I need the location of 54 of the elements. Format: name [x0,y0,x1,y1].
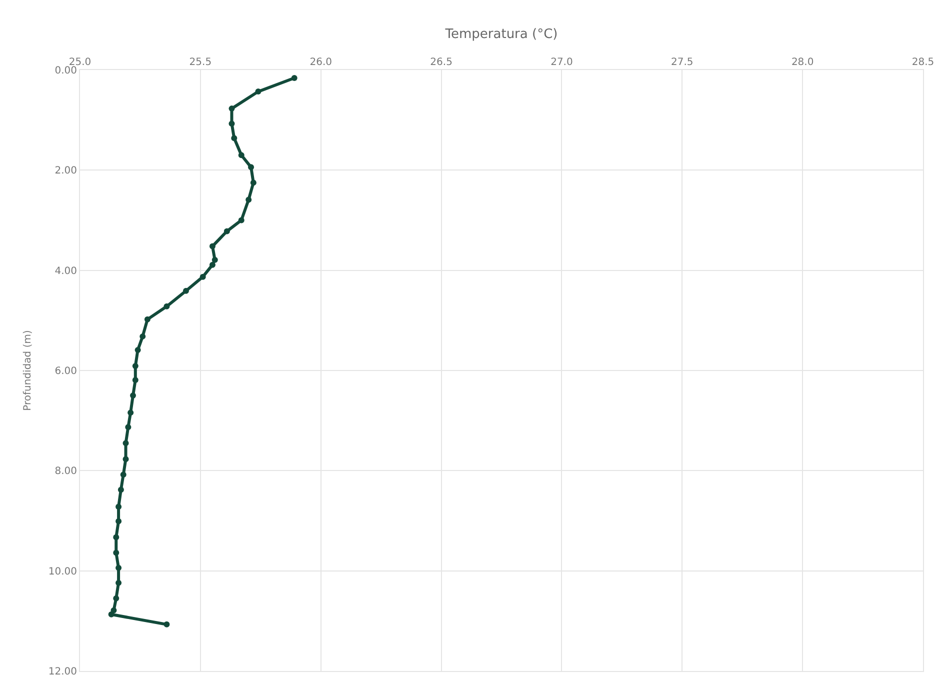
point [246,196,252,203]
y-tick-label: 8.00 [54,466,77,478]
y-tick-label: 10.00 [48,566,77,578]
y-tick-label: 2.00 [54,166,77,177]
x-tick-label: 27.0 [550,57,573,68]
x-tick-label: 28.0 [791,57,814,68]
point [238,152,244,158]
x-tick-label: 26.5 [430,57,452,68]
point [132,377,138,384]
point [255,88,262,95]
point [130,392,136,399]
point [250,180,256,186]
point [116,580,122,586]
point [291,75,298,82]
x-tick-label: 27.5 [671,57,694,68]
y-tick-label: 12.00 [48,666,77,678]
point [128,410,134,416]
point [212,256,218,263]
x-tick-label: 26.0 [310,57,332,68]
point [231,135,238,142]
point [134,346,141,353]
point [122,456,129,462]
point [113,550,120,556]
point [132,362,138,369]
point [120,472,126,478]
y-tick-label: 6.00 [54,366,77,377]
x-axis-title: Temperatura (°C) [444,26,558,42]
x-tick-label: 28.5 [912,57,934,68]
point [122,440,129,446]
x-tick-label: 25.5 [189,57,212,68]
point [113,534,120,540]
point [182,288,189,294]
y-tick-label: 0.00 [54,66,77,76]
point [209,243,216,250]
point [116,518,122,524]
point [164,621,170,628]
point [140,333,146,340]
point [116,564,122,571]
point [164,303,170,310]
point [113,595,120,602]
point [200,274,206,280]
point [116,504,122,510]
y-axis-title: Profundidad (m) [22,330,34,411]
point [209,262,216,268]
point [228,106,235,112]
point [108,611,114,618]
point [224,228,230,234]
point [144,316,150,322]
point [125,424,132,430]
point [228,120,235,127]
y-tick-label: 4.00 [54,266,77,277]
point [118,486,124,493]
point [248,164,254,170]
point [238,217,244,224]
